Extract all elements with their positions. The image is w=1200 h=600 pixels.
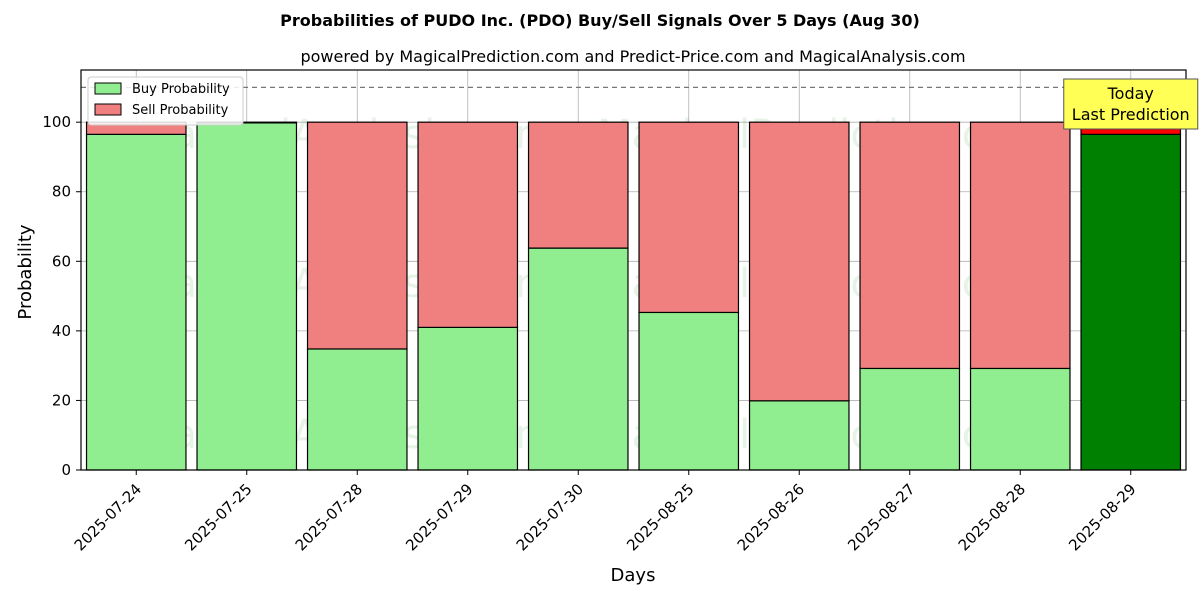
plot-frame [80, 69, 1187, 471]
buy-bar [1080, 133, 1182, 471]
x-tick-label: 2025-07-30 [513, 480, 587, 554]
sell-bar [527, 121, 629, 249]
bars [85, 121, 1182, 471]
buy-bar [638, 311, 740, 471]
y-tick-label: 100 [42, 113, 71, 131]
buy-bar [748, 400, 850, 471]
sell-bar [306, 121, 408, 350]
y-tick-label: 20 [52, 391, 71, 409]
sell-bar [638, 121, 740, 314]
sell-bar [859, 121, 961, 370]
today-annotation: Today Last Prediction [1063, 78, 1199, 130]
annotation-today: Today [1107, 84, 1154, 103]
buy-bar [969, 367, 1071, 471]
legend: Buy Probability Sell Probability [87, 76, 244, 126]
x-tick-label: 2025-07-24 [71, 480, 145, 554]
buy-bar [859, 367, 961, 471]
x-tick-label: 2025-08-27 [844, 480, 918, 554]
x-tick-label: 2025-07-29 [402, 480, 476, 554]
chart-title: Probabilities of PUDO Inc. (PDO) Buy/Sel… [280, 11, 920, 30]
y-tick-label: 0 [61, 461, 71, 479]
buy-bar [85, 133, 187, 471]
x-axis-label: Days [611, 565, 656, 586]
buy-bar [306, 348, 408, 471]
annotation-last-prediction: Last Prediction [1072, 105, 1190, 124]
chart-subtitle: powered by MagicalPrediction.com and Pre… [300, 47, 965, 66]
y-axis-label: Probability [15, 224, 36, 319]
buy-bar [196, 122, 298, 471]
y-tick-label: 80 [52, 183, 71, 201]
legend-swatch-sell [94, 103, 122, 116]
legend-box [87, 76, 244, 126]
x-tick-label: 2025-08-29 [1065, 480, 1139, 554]
sell-bar [969, 121, 1071, 370]
sell-bar [748, 121, 850, 402]
y-tick-label: 40 [52, 322, 71, 340]
x-tick-label: 2025-08-26 [734, 480, 808, 554]
legend-label-sell: Sell Probability [132, 103, 229, 118]
legend-swatch-buy [94, 82, 122, 95]
sell-bar [417, 121, 519, 328]
legend-label-buy: Buy Probability [132, 82, 230, 97]
annotation-box [1063, 78, 1199, 130]
x-tick-label: 2025-07-28 [292, 480, 366, 554]
x-tick-label: 2025-07-25 [181, 480, 255, 554]
y-tick-label: 60 [52, 252, 71, 270]
buy-bar [417, 326, 519, 471]
buy-bar [527, 247, 629, 471]
x-tick-label: 2025-08-28 [955, 480, 1029, 554]
x-tick-label: 2025-08-25 [623, 480, 697, 554]
